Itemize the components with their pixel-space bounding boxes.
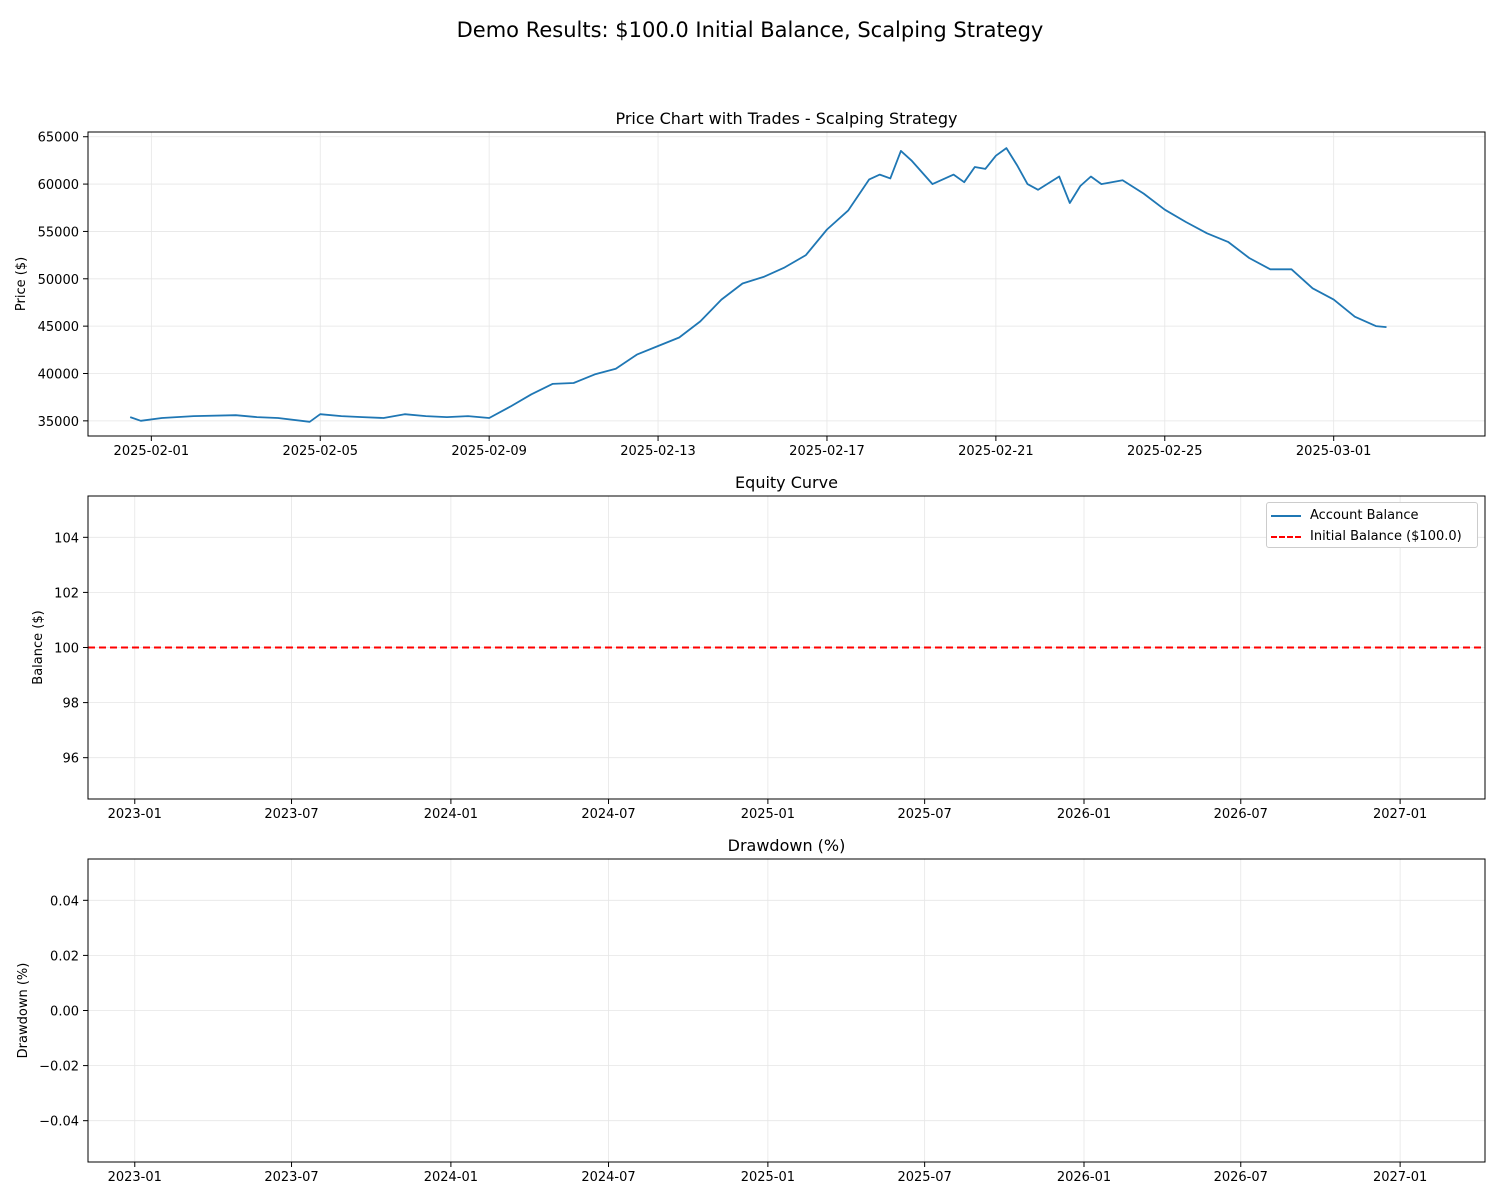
- equity-xtick-label: 2024-07: [581, 807, 635, 822]
- price-ytick-label: 50000: [38, 273, 79, 288]
- price-ytick-label: 65000: [38, 131, 79, 146]
- drawdown-xtick-label: 2027-01: [1373, 1170, 1427, 1185]
- legend-swatch-account-balance: [1271, 515, 1301, 517]
- equity-xtick-label: 2023-01: [108, 807, 162, 822]
- drawdown-title: Drawdown (%): [728, 836, 846, 855]
- price-ytick-label: 40000: [38, 367, 79, 382]
- equity-ytick-label: 104: [54, 531, 79, 546]
- drawdown-ylabel: Drawdown (%): [16, 963, 31, 1059]
- price-xtick-label: 2025-02-09: [451, 444, 527, 459]
- equity-xtick-label: 2025-07: [897, 807, 951, 822]
- price-xtick-label: 2025-02-13: [620, 444, 696, 459]
- price-ytick-label: 55000: [38, 225, 79, 240]
- equity-xtick-label: 2027-01: [1373, 807, 1427, 822]
- legend-label-account-balance: Account Balance: [1310, 508, 1419, 523]
- drawdown-xtick-label: 2024-01: [424, 1170, 478, 1185]
- equity-title: Equity Curve: [735, 473, 838, 492]
- equity-xtick-label: 2024-01: [424, 807, 478, 822]
- drawdown-xtick-label: 2026-07: [1214, 1170, 1268, 1185]
- price-xtick-label: 2025-02-21: [958, 444, 1034, 459]
- equity-xtick-label: 2025-01: [741, 807, 795, 822]
- drawdown-xtick-label: 2025-01: [741, 1170, 795, 1185]
- price-xtick-label: 2025-02-01: [114, 444, 190, 459]
- price-xtick-label: 2025-03-01: [1296, 444, 1372, 459]
- figure-suptitle: Demo Results: $100.0 Initial Balance, Sc…: [456, 18, 1044, 42]
- equity-ytick-label: 98: [62, 697, 79, 712]
- price-panel: 2025-02-01 2025-02-05 2025-02-09 2025-02-13…: [14, 109, 1486, 459]
- drawdown-xtick-label: 2026-01: [1057, 1170, 1111, 1185]
- equity-legend: Account Balance Initial Balance ($100.0): [1266, 502, 1478, 548]
- drawdown-ytick-label: −0.04: [39, 1115, 79, 1130]
- equity-ytick-label: 96: [62, 752, 79, 767]
- equity-panel: 2023-01 2023-07 2024-01 2024-07 2025-01 2025-…: [31, 473, 1486, 822]
- price-title: Price Chart with Trades - Scalping Strat…: [615, 109, 957, 128]
- legend-entry-account-balance: Account Balance: [1267, 506, 1477, 526]
- equity-xtick-label: 2026-07: [1214, 807, 1268, 822]
- price-series-line: [129, 147, 1387, 423]
- price-ytick-label: 35000: [38, 415, 79, 430]
- drawdown-ytick-label: 0.00: [50, 1005, 79, 1020]
- equity-xtick-label: 2023-07: [264, 807, 318, 822]
- drawdown-panel: 2023-01 2023-07 2024-01 2024-07 2025-01 2025-…: [16, 836, 1486, 1185]
- price-xtick-label: 2025-02-17: [789, 444, 865, 459]
- legend-label-initial-balance: Initial Balance ($100.0): [1310, 529, 1462, 544]
- drawdown-xtick-label: 2025-07: [897, 1170, 951, 1185]
- price-xtick-label: 2025-02-05: [282, 444, 358, 459]
- drawdown-xtick-label: 2024-07: [581, 1170, 635, 1185]
- equity-ytick-label: 100: [54, 642, 79, 657]
- equity-xtick-label: 2026-01: [1057, 807, 1111, 822]
- legend-swatch-initial-balance: [1271, 536, 1301, 538]
- price-ylabel: Price ($): [14, 257, 29, 311]
- price-axes-frame: [87, 131, 1486, 437]
- price-ytick-label: 60000: [38, 178, 79, 193]
- legend-entry-initial-balance: Initial Balance ($100.0): [1267, 527, 1477, 547]
- equity-ylabel: Balance ($): [31, 610, 46, 684]
- drawdown-xtick-label: 2023-07: [264, 1170, 318, 1185]
- price-xtick-label: 2025-02-25: [1127, 444, 1203, 459]
- drawdown-ytick-label: −0.02: [39, 1060, 79, 1075]
- price-ytick-label: 45000: [38, 320, 79, 335]
- drawdown-xtick-label: 2023-01: [108, 1170, 162, 1185]
- drawdown-ytick-label: 0.02: [50, 949, 79, 964]
- equity-ytick-label: 102: [54, 586, 79, 601]
- drawdown-ytick-label: 0.04: [50, 894, 79, 909]
